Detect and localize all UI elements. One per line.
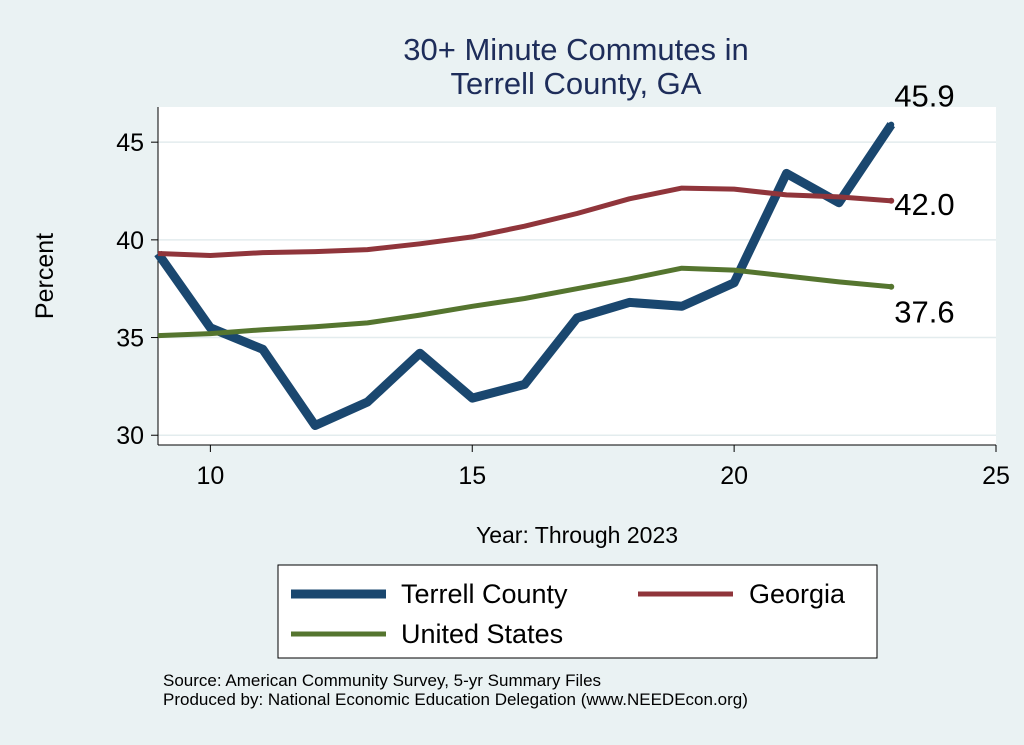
x-tick-label: 15 <box>458 462 486 490</box>
chart-title-line: 30+ Minute Commutes in <box>403 32 748 67</box>
y-tick-label: 35 <box>116 325 144 353</box>
data-label: 37.6 <box>894 295 954 330</box>
legend-label: Georgia <box>749 579 846 609</box>
series-line-united-states <box>157 265 892 339</box>
y-tick-label: 40 <box>116 227 144 255</box>
plot-area <box>158 107 996 445</box>
source-note: Source: American Community Survey, 5-yr … <box>163 671 602 690</box>
legend-label: Terrell County <box>401 579 568 609</box>
y-axis-label: Percent <box>31 233 59 319</box>
x-tick-label: 25 <box>982 462 1010 490</box>
series-end-point <box>888 197 895 204</box>
data-label: 45.9 <box>894 79 954 114</box>
x-tick-label: 20 <box>720 462 748 490</box>
series-line-georgia <box>157 185 892 258</box>
legend-label: United States <box>401 619 563 649</box>
chart-title-line: Terrell County, GA <box>451 66 702 101</box>
data-label: 42.0 <box>894 187 954 222</box>
y-tick-label: 45 <box>116 129 144 157</box>
legend-box <box>277 564 878 659</box>
series-end-point <box>888 121 895 128</box>
produced-by-note: Produced by: National Economic Education… <box>163 690 748 709</box>
series-end-point <box>888 283 895 290</box>
x-tick-label: 10 <box>196 462 224 490</box>
x-axis-label: Year: Through 2023 <box>476 522 678 548</box>
series-line-terrell-county <box>154 122 896 430</box>
y-tick-label: 30 <box>116 422 144 450</box>
